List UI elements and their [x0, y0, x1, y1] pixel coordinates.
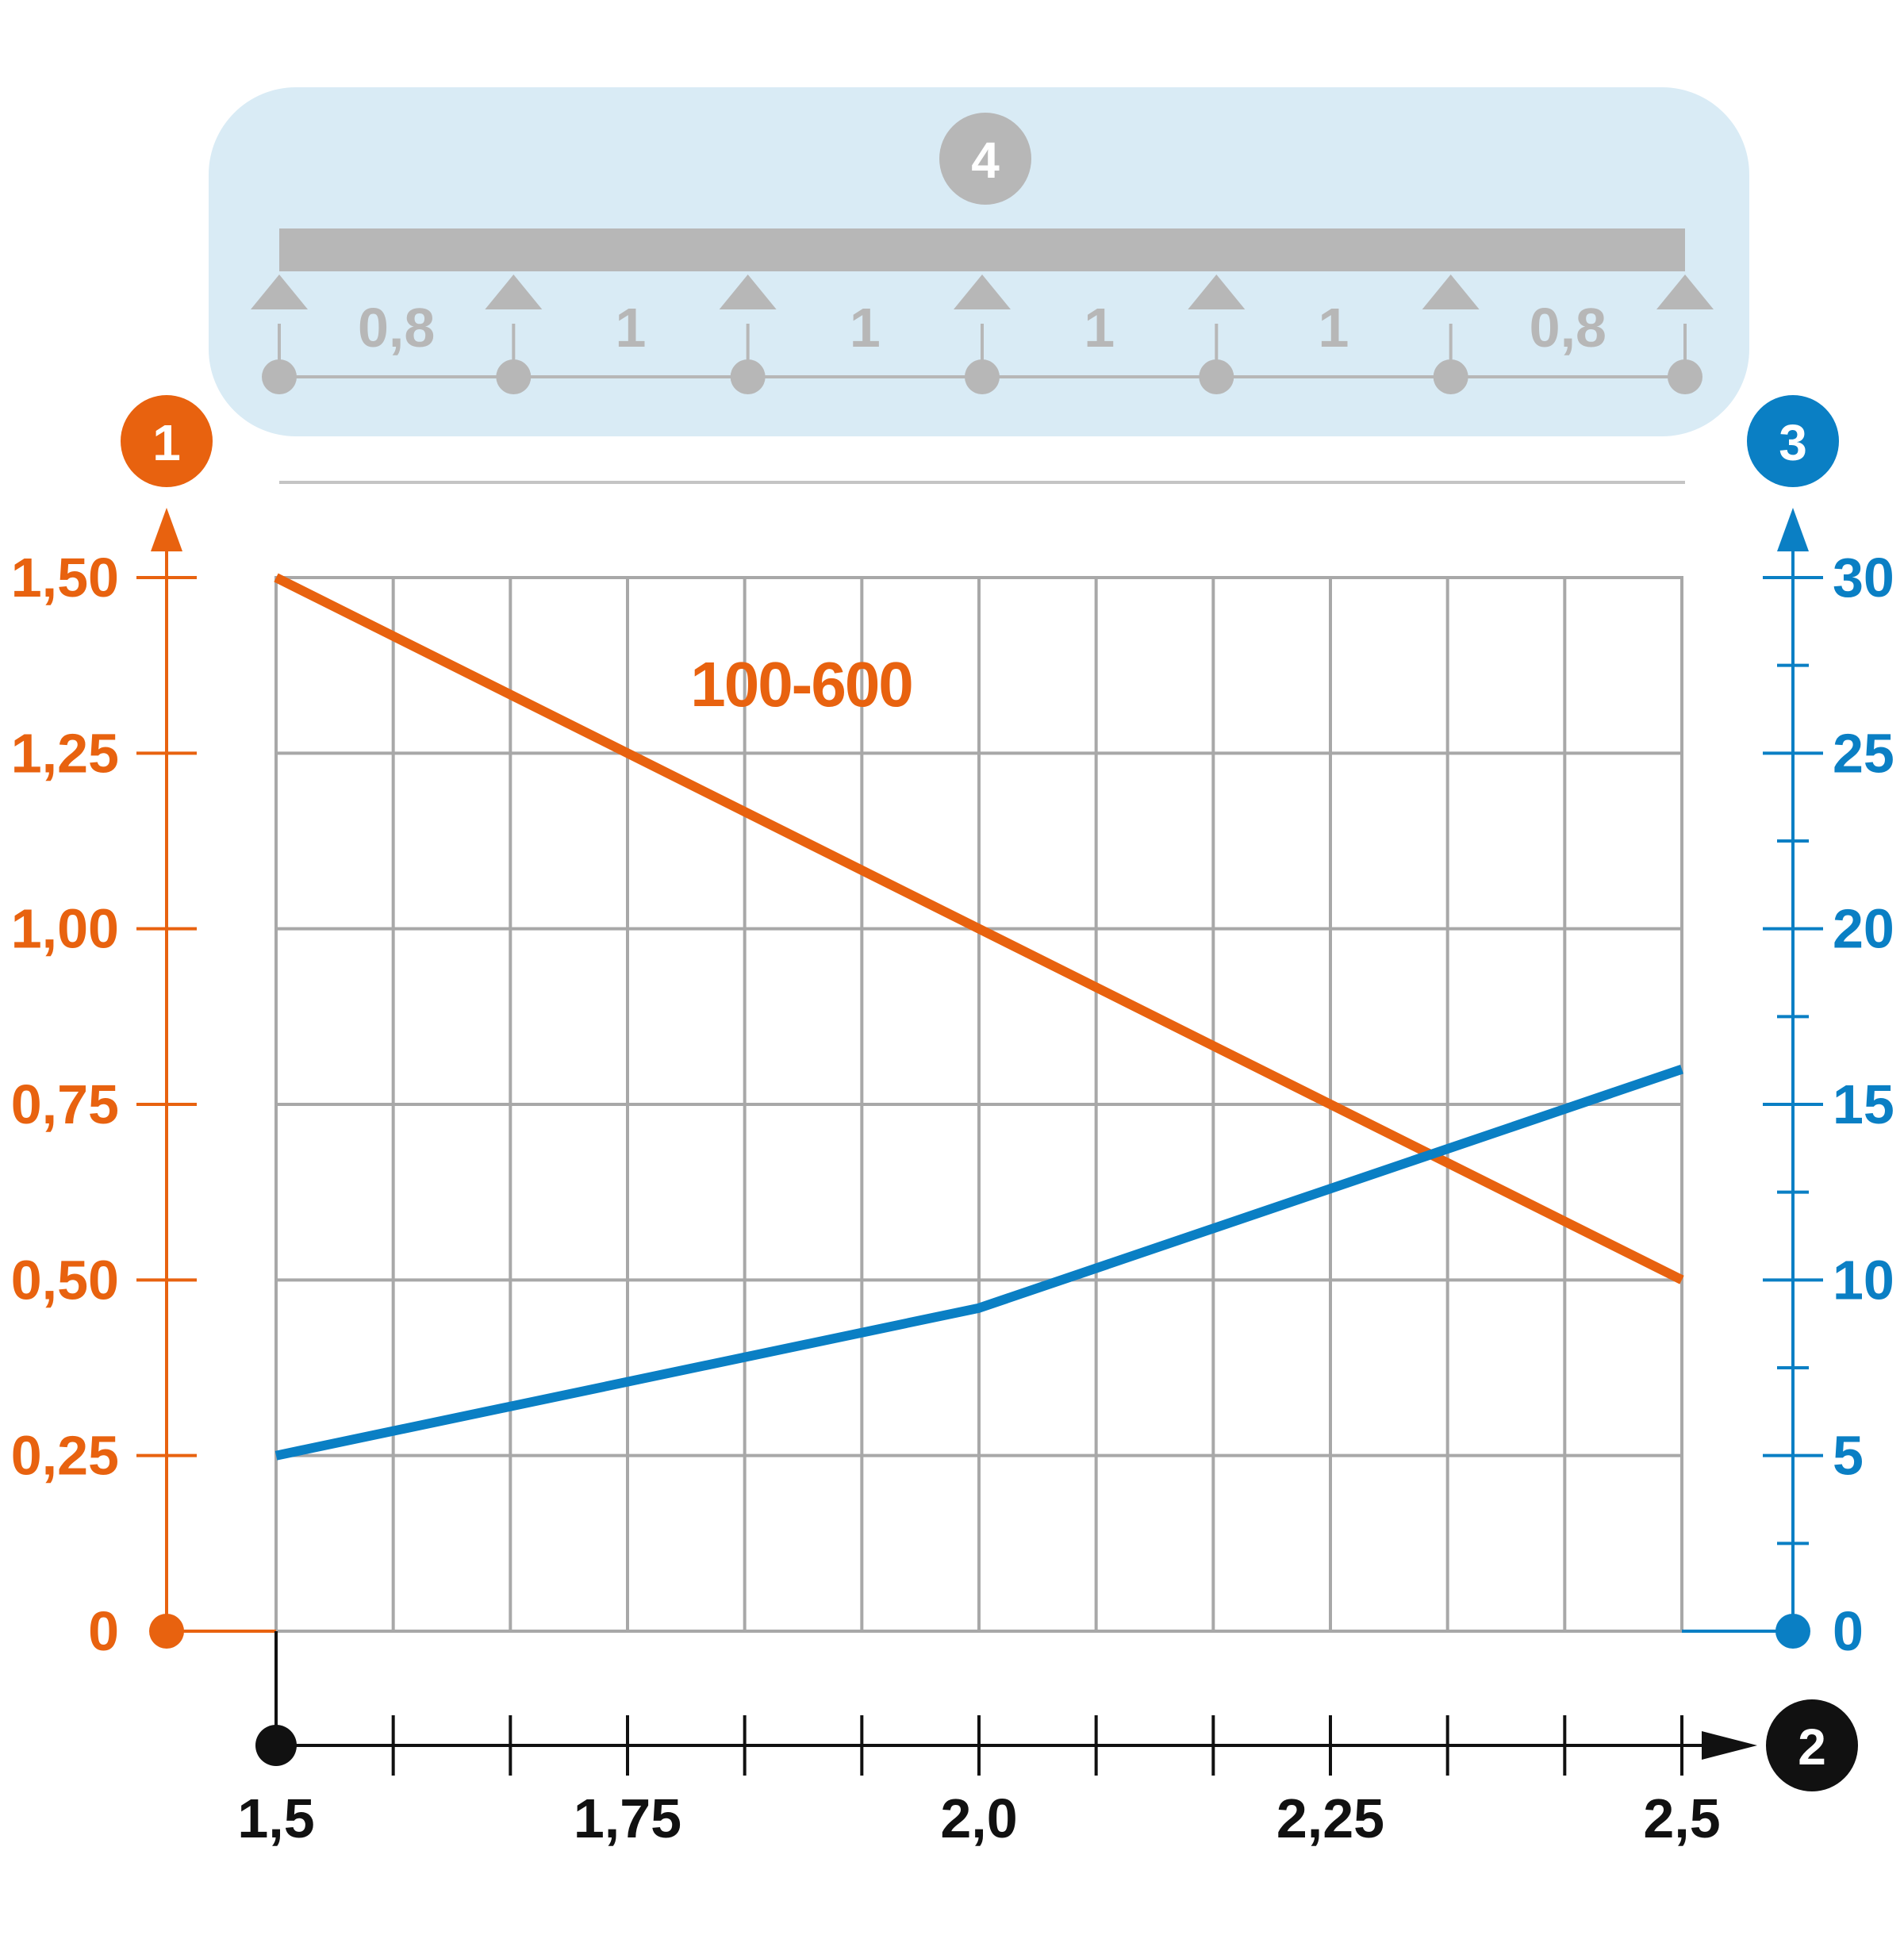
x-axis-tick-label: 2,5	[1643, 1787, 1720, 1849]
right-axis-tick-label: 5	[1833, 1425, 1864, 1487]
series-line-left-axis	[274, 573, 1684, 1284]
support-node	[730, 359, 766, 394]
left-axis-tick-label: 0,25	[11, 1425, 119, 1487]
span-beam	[279, 228, 1685, 271]
span-length-label: 1	[616, 297, 647, 359]
support-node	[1433, 359, 1468, 394]
support-triangle	[719, 275, 777, 309]
badge-left-axis	[121, 395, 213, 487]
span-length-label: 1	[1319, 297, 1349, 359]
x-axis-arrow	[1702, 1731, 1757, 1760]
support-node	[262, 359, 297, 394]
series-label: 100-600	[690, 649, 912, 720]
badge-span-diagram	[939, 113, 1031, 205]
right-axis-origin	[1775, 1614, 1810, 1649]
span-diagram: 0,8 1 1 1 1 0,8	[209, 87, 1749, 484]
right-axis-tick-label: 15	[1833, 1073, 1894, 1135]
span-length-label: 0,8	[1530, 297, 1606, 359]
support-triangle	[1422, 275, 1480, 309]
right-axis-tick-label: 20	[1833, 898, 1894, 960]
x-axis-tick-label: 2,0	[940, 1787, 1017, 1849]
support-triangle	[251, 275, 308, 309]
left-axis-tick-label: 1,00	[11, 898, 119, 960]
x-axis-tick-label: 1,5	[237, 1787, 314, 1849]
span-length-label: 1	[1084, 297, 1115, 359]
x-axis-tick-label: 2,25	[1276, 1787, 1384, 1849]
left-axis-tick-label: 0,75	[11, 1073, 119, 1135]
badge-x-axis	[1766, 1699, 1858, 1791]
badge-x-axis-label: 2	[1798, 1718, 1826, 1776]
support-triangle	[954, 275, 1011, 309]
support-triangle	[1656, 275, 1714, 309]
support-node	[1199, 359, 1234, 394]
series-line-right-axis	[274, 1065, 1683, 1461]
left-axis-origin	[149, 1614, 184, 1649]
span-length-label: 1	[850, 297, 881, 359]
left-axis-arrow	[151, 508, 182, 551]
support-triangle	[1188, 275, 1246, 309]
left-axis-tick-label: 0	[88, 1600, 119, 1662]
chart-grid	[274, 576, 1683, 1633]
right-axis-arrow	[1777, 508, 1809, 551]
right-axis-tick-label: 10	[1833, 1249, 1894, 1311]
span-length-label: 0,8	[358, 297, 435, 359]
badge-right-axis-label: 3	[1779, 414, 1807, 471]
x-axis-origin	[255, 1725, 297, 1766]
left-axis-tick-label: 1,50	[11, 547, 119, 609]
x-axis-tick-label: 1,75	[574, 1787, 681, 1849]
left-axis-tick-label: 0,50	[11, 1249, 119, 1311]
right-axis-tick-label: 25	[1833, 722, 1894, 784]
right-axis-tick-label: 30	[1833, 547, 1894, 609]
right-axis-tick-label: 0	[1833, 1600, 1864, 1662]
chart-series: 100-600	[274, 573, 1684, 1461]
badge-left-axis-label: 1	[152, 414, 181, 471]
support-node	[965, 359, 1000, 394]
support-node	[1668, 359, 1702, 394]
left-axis-tick-label: 1,25	[11, 722, 119, 784]
badge-span-diagram-label: 4	[971, 132, 1000, 189]
support-triangle	[485, 275, 543, 309]
chart-badges: 4 1 3 2	[121, 113, 1858, 1791]
chart-axes: 0 0,25 0,50 0,75 1,00 1,25 1,50 0 5 10 15 20 25 30 1,5…	[11, 508, 1894, 1849]
badge-right-axis	[1747, 395, 1839, 487]
support-node	[496, 359, 532, 394]
